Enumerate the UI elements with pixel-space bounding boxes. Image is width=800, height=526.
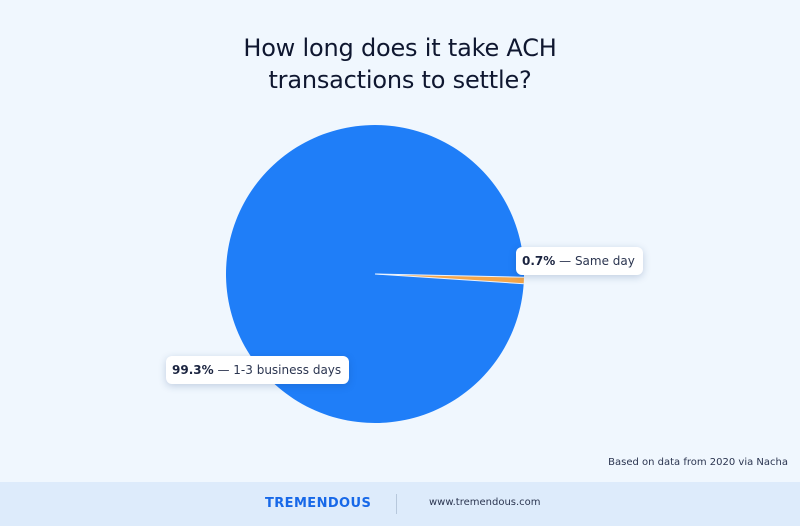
slice-value-business-days: 99.3% <box>172 363 214 377</box>
slice-value-same-day: 0.7% <box>522 254 556 268</box>
chart-title-line-1: How long does it take ACH <box>243 34 557 62</box>
brand-logo: TREMENDOUS <box>265 496 372 511</box>
slice-label-same-day: 0.7% — Same day <box>516 247 643 275</box>
chart-title-line-2: transactions to settle? <box>268 66 532 94</box>
pie-slice-separator <box>374 273 524 278</box>
slice-label-business-days: 99.3% — 1-3 business days <box>166 356 350 384</box>
label-dash: — <box>559 254 575 268</box>
footer-bar: TREMENDOUS www.tremendous.com <box>0 482 800 526</box>
chart-title: How long does it take ACH transactions t… <box>0 32 800 96</box>
pie-slice-separator <box>374 273 524 285</box>
footer-url[interactable]: www.tremendous.com <box>429 497 541 508</box>
footer-divider <box>396 494 397 514</box>
source-note: Based on data from 2020 via Nacha <box>608 457 788 468</box>
slice-name-same-day: Same day <box>574 254 635 268</box>
slice-name-business-days: 1-3 business days <box>233 363 342 377</box>
label-dash: — <box>217 363 234 377</box>
